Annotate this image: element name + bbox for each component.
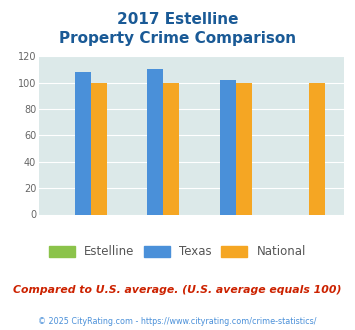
Bar [75,72,91,215]
Text: Compared to U.S. average. (U.S. average equals 100): Compared to U.S. average. (U.S. average … [13,285,342,295]
Bar [220,80,236,214]
Bar [309,82,325,214]
Bar [147,69,163,214]
Text: Property Crime Comparison: Property Crime Comparison [59,31,296,46]
Bar [91,82,106,214]
Legend: Estelline, Texas, National: Estelline, Texas, National [44,241,311,263]
Text: 2017 Estelline: 2017 Estelline [117,12,238,26]
Bar [163,82,179,214]
Bar [236,82,252,214]
Text: © 2025 CityRating.com - https://www.cityrating.com/crime-statistics/: © 2025 CityRating.com - https://www.city… [38,317,317,326]
